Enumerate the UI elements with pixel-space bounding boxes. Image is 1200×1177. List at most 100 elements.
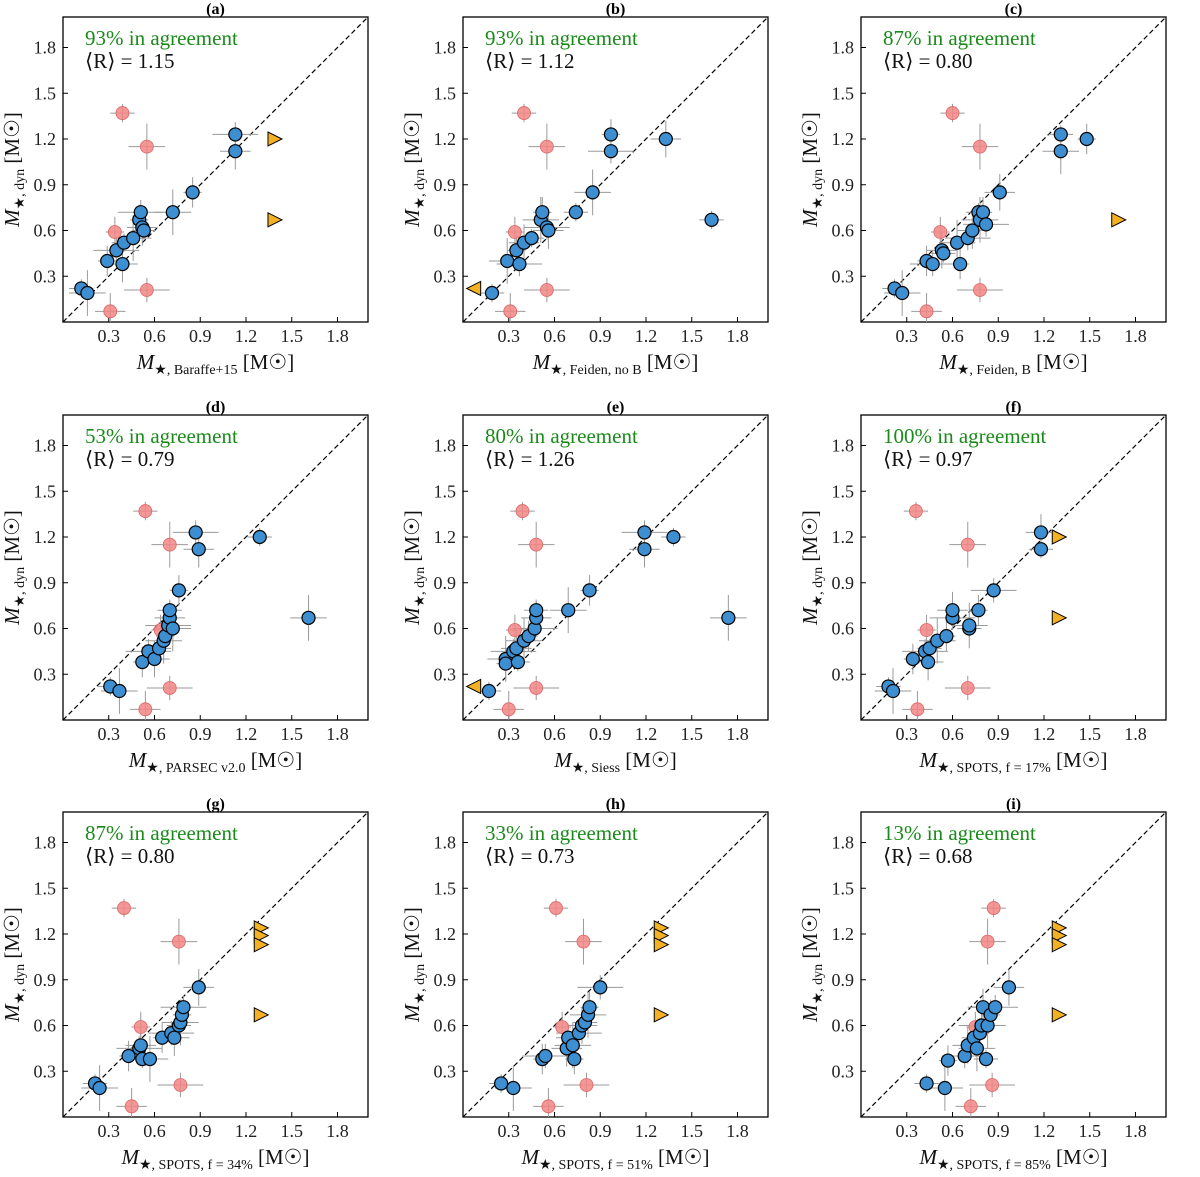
x-tick-label: 0.3	[498, 1121, 521, 1141]
disagree-point	[507, 225, 522, 239]
x-tick-label: 1.2	[235, 724, 258, 744]
y-tick-label: 0.3	[434, 1061, 457, 1081]
agree-point	[1053, 144, 1068, 159]
x-tick-label: 1.2	[1033, 1121, 1056, 1141]
agree-point	[500, 253, 515, 269]
y-tick-label: 1.2	[34, 527, 57, 547]
x-tick-label: 1.8	[1124, 326, 1147, 346]
y-tick-label: 0.6	[34, 619, 57, 639]
limit-marker	[1051, 936, 1068, 953]
agree-point	[165, 621, 180, 636]
agreement-text: 87% in agreement	[85, 821, 238, 845]
agree-point	[885, 683, 901, 699]
y-axis-label: M★, dyn [M☉]	[0, 510, 28, 626]
plot-frame	[860, 414, 1167, 721]
agree-point	[100, 253, 115, 269]
agree-point	[565, 1038, 580, 1053]
disagree-point	[973, 283, 987, 297]
disagree-point	[986, 901, 1001, 915]
ratio-text: ⟨R⟩ = 0.73	[485, 844, 575, 868]
y-tick-label: 0.9	[434, 573, 457, 593]
y-tick-label: 0.6	[434, 1016, 457, 1036]
agreement-text: 80% in agreement	[485, 424, 638, 448]
y-tick-label: 1.2	[832, 924, 855, 944]
y-tick-label: 1.8	[832, 833, 855, 853]
disagree-point	[138, 702, 153, 717]
y-tick-label: 0.9	[832, 573, 855, 593]
x-tick-label: 0.9	[189, 326, 212, 346]
x-tick-label: 1.8	[726, 724, 749, 744]
x-tick-label: 0.6	[543, 326, 566, 346]
disagree-point	[515, 504, 530, 518]
y-axis-label: M★, dyn [M☉]	[400, 510, 428, 626]
disagree-point	[507, 623, 522, 637]
ratio-text: ⟨R⟩ = 1.15	[85, 49, 175, 73]
agree-point	[937, 1080, 952, 1096]
limit-marker	[253, 1007, 270, 1023]
agreement-text: 93% in agreement	[85, 26, 238, 50]
x-tick-label: 0.3	[896, 326, 919, 346]
limit-marker	[267, 131, 284, 147]
disagree-point	[529, 681, 544, 695]
limit-marker	[465, 280, 482, 297]
x-tick-label: 1.8	[1124, 1121, 1147, 1141]
agreement-text: 93% in agreement	[485, 26, 638, 50]
agree-point	[133, 1038, 148, 1053]
ratio-text: ⟨R⟩ = 1.26	[485, 447, 575, 471]
panel-b: 0.3 0.6 0.9 1.2 1.5 1.8 0.3 0.6 0.9 1.2 1.5 1.8 (b) 9…	[400, 1, 769, 378]
ratio-text: ⟨R⟩ = 0.79	[85, 447, 175, 471]
x-tick-label: 0.9	[189, 1121, 212, 1141]
disagree-point	[162, 537, 177, 552]
x-axis-label: M★, SPOTS, f = 51% [M☉]	[520, 1145, 709, 1173]
disagree-point	[539, 283, 554, 297]
agree-point	[603, 127, 619, 142]
agree-point	[603, 144, 619, 159]
y-tick-label: 0.6	[832, 619, 855, 639]
plot-frame	[462, 414, 769, 721]
y-tick-label: 0.9	[832, 175, 855, 195]
limit-marker	[465, 678, 482, 695]
x-tick-label: 1.2	[635, 1121, 658, 1141]
limit-marker	[1051, 610, 1068, 626]
disagree-point	[973, 139, 987, 154]
agree-point	[1033, 542, 1049, 557]
disagree-point	[529, 537, 544, 552]
y-tick-label: 1.8	[34, 833, 57, 853]
limit-marker	[1051, 1007, 1068, 1023]
y-tick-label: 0.3	[34, 1061, 57, 1081]
x-tick-label: 1.5	[281, 326, 304, 346]
disagree-point	[517, 106, 531, 120]
plot-frame	[62, 414, 369, 721]
y-tick-label: 1.2	[434, 129, 457, 149]
agree-point	[962, 618, 977, 633]
agree-point	[936, 246, 951, 261]
x-tick-label: 1.8	[1124, 724, 1147, 744]
y-axis-label: M★, dyn [M☉]	[400, 112, 428, 228]
disagree-point	[549, 901, 563, 915]
panel-f: 0.3 0.6 0.9 1.2 1.5 1.8 0.3 0.6 0.9 1.2 1.5 1.8 (f) 1…	[798, 399, 1167, 776]
x-tick-label: 0.6	[941, 1121, 964, 1141]
y-tick-label: 0.9	[434, 970, 457, 990]
disagree-point	[501, 702, 516, 717]
y-tick-label: 0.9	[34, 573, 57, 593]
y-tick-label: 1.5	[434, 481, 457, 501]
y-axis-label: M★, dyn [M☉]	[798, 112, 826, 228]
disagree-point	[139, 283, 154, 297]
y-tick-label: 0.9	[34, 175, 57, 195]
agree-point	[658, 131, 673, 147]
agree-point	[895, 285, 910, 301]
agree-point	[162, 603, 177, 618]
ratio-text: ⟨R⟩ = 0.97	[883, 447, 973, 471]
y-tick-label: 1.8	[34, 38, 57, 58]
y-tick-label: 1.8	[434, 436, 457, 456]
agree-point	[142, 1051, 158, 1067]
agree-point	[133, 205, 148, 220]
x-tick-label: 0.9	[589, 326, 612, 346]
y-tick-label: 1.5	[832, 878, 855, 898]
y-tick-label: 1.5	[34, 83, 57, 103]
agreement-text: 100% in agreement	[883, 424, 1046, 448]
x-tick-label: 1.5	[1079, 326, 1102, 346]
limit-marker	[267, 212, 284, 228]
disagree-point	[107, 225, 122, 239]
x-tick-label: 0.9	[189, 724, 212, 744]
